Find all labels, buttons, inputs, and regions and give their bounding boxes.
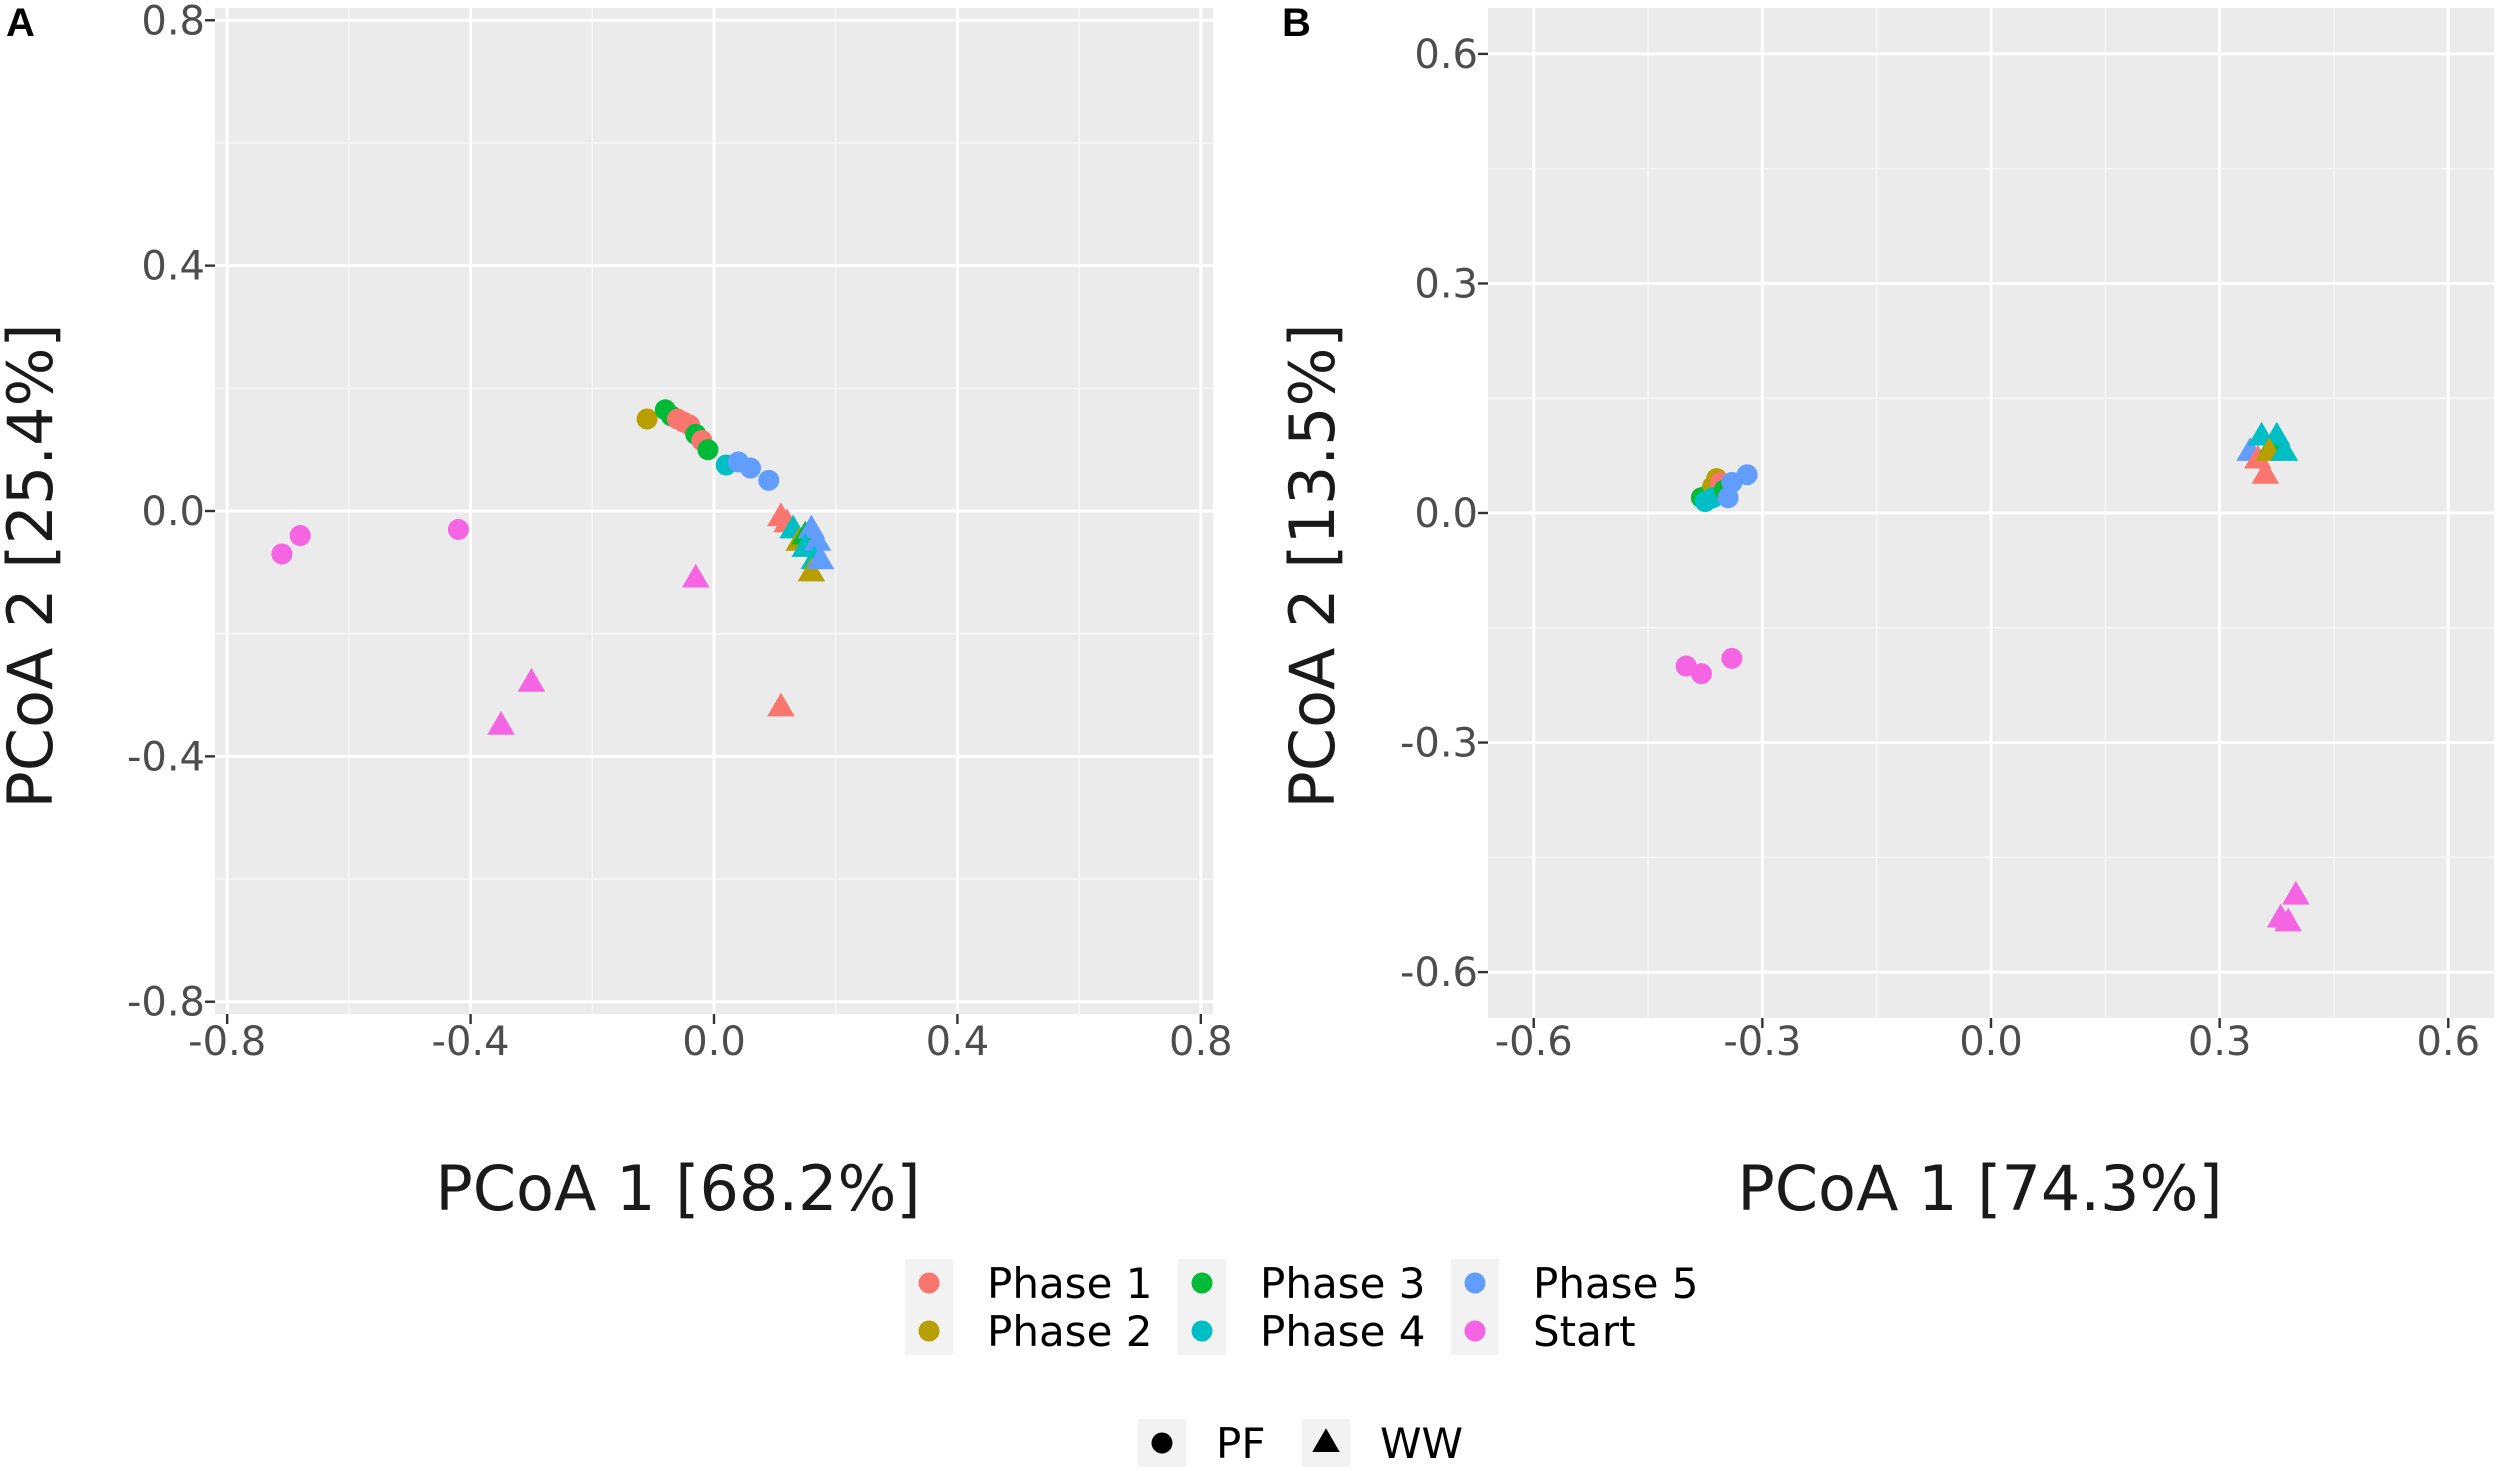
x-tick-label: 0.3	[2188, 1019, 2252, 1065]
legend-item-phase-4: Phase 4	[1178, 1307, 1425, 1356]
data-point-circle	[1736, 464, 1758, 486]
legend-item-phase-2: Phase 2	[905, 1307, 1152, 1356]
panel-b-y-axis-title: PCoA 2 [13.5%]	[1276, 323, 1349, 808]
legend-key-dot	[1464, 1320, 1486, 1342]
y-tick-label: -0.6	[1400, 950, 1478, 996]
panel-a-points	[271, 399, 835, 735]
legend-item-phase-1: Phase 1	[905, 1259, 1152, 1308]
x-tick-label: 0.0	[682, 1019, 746, 1065]
x-tick-label: 0.8	[1169, 1019, 1233, 1065]
legend-triangle-icon	[1312, 1428, 1340, 1453]
y-tick-label: 0.4	[141, 244, 205, 290]
y-tick-label: -0.8	[127, 980, 205, 1026]
legend-label: Phase 2	[987, 1307, 1152, 1356]
data-point-triangle	[803, 526, 832, 551]
y-tick-label: 0.0	[1414, 491, 1478, 537]
legend-item-start: Start	[1451, 1307, 1636, 1356]
panel-a: A -0.8 -0.4 0.0 0.4 0.8 -0.8 -0.4 0.0 0.4 0.8 PCo…	[0, 0, 1233, 1225]
panel-label-b: B	[1282, 1, 1311, 45]
x-tick-label: 0.4	[926, 1019, 990, 1065]
x-tick-label: -0.8	[188, 1019, 266, 1065]
legend-label: WW	[1380, 1419, 1463, 1468]
panel-b-points	[1675, 421, 2310, 932]
shape-legend: PF WW	[1138, 1419, 1463, 1468]
legend-key-dot	[1464, 1272, 1486, 1294]
y-tick-label: -0.4	[127, 734, 205, 780]
legend-circle-icon	[1151, 1432, 1173, 1454]
data-point-triangle	[797, 557, 826, 582]
data-point-triangle	[2274, 907, 2302, 932]
panel-b-gridlines	[1488, 8, 2494, 1018]
x-tick-label: 0.6	[2416, 1019, 2480, 1065]
x-tick-label: -0.3	[1723, 1019, 1801, 1065]
legend-label: PF	[1216, 1419, 1266, 1468]
legend-item-phase-5: Phase 5	[1451, 1259, 1698, 1308]
panel-b: B -0.6 -0.3 0.0 0.3 0.6 -0.6 -0.3 0.0 0.3 0.6 PCo…	[1276, 1, 2494, 1225]
panel-b-axes: -0.6 -0.3 0.0 0.3 0.6 -0.6 -0.3 0.0 0.3 0.6	[1400, 32, 2480, 1065]
data-point-triangle	[2282, 880, 2310, 905]
legend-item-phase-3: Phase 3	[1178, 1259, 1425, 1308]
y-tick-label: 0.0	[141, 489, 205, 535]
panel-a-axes: -0.8 -0.4 0.0 0.4 0.8 -0.8 -0.4 0.0 0.4 0.8	[127, 0, 1233, 1065]
data-point-triangle	[681, 563, 710, 588]
data-point-triangle	[806, 545, 835, 570]
panel-a-y-axis-title: PCoA 2 [25.4%]	[0, 323, 67, 808]
x-tick-label: -0.4	[432, 1019, 510, 1065]
data-point-triangle	[2251, 460, 2280, 484]
legend-label: Phase 3	[1260, 1259, 1425, 1308]
legend-item-pf: PF	[1138, 1419, 1266, 1468]
legend-label: Start	[1533, 1307, 1636, 1356]
x-tick-label: 0.0	[1959, 1019, 2023, 1065]
y-tick-label: -0.3	[1400, 721, 1478, 767]
legend-key-dot	[1191, 1272, 1213, 1294]
data-point-circle	[447, 518, 469, 540]
data-point-circle	[271, 543, 293, 565]
data-point-circle	[1721, 647, 1743, 669]
legend-key-dot	[1191, 1320, 1213, 1342]
y-tick-label: 0.3	[1414, 261, 1478, 307]
y-tick-label: 0.6	[1414, 32, 1478, 78]
data-point-triangle	[2270, 437, 2299, 461]
legend-item-ww: WW	[1302, 1419, 1463, 1468]
legend-label: Phase 5	[1533, 1259, 1698, 1308]
panel-a-x-axis-title: PCoA 1 [68.2%]	[435, 1152, 920, 1225]
panel-a-gridlines	[215, 8, 1213, 1014]
data-point-triangle	[767, 692, 795, 717]
data-point-triangle	[517, 668, 546, 692]
data-point-circle	[289, 525, 311, 547]
panel-b-x-axis-title: PCoA 1 [74.3%]	[1737, 1152, 2222, 1225]
panel-label-a: A	[6, 1, 35, 45]
data-point-triangle	[487, 710, 515, 735]
x-tick-label: -0.6	[1495, 1019, 1573, 1065]
data-point-circle	[1690, 663, 1712, 685]
legend-key-dot	[918, 1320, 940, 1342]
data-point-circle	[636, 408, 658, 430]
data-point-circle	[740, 457, 762, 479]
data-point-circle	[697, 439, 719, 461]
y-tick-label: 0.8	[141, 0, 205, 44]
legend-key-dot	[918, 1272, 940, 1294]
legend-label: Phase 4	[1260, 1307, 1425, 1356]
data-point-circle	[758, 469, 780, 491]
legend-label: Phase 1	[987, 1259, 1152, 1308]
